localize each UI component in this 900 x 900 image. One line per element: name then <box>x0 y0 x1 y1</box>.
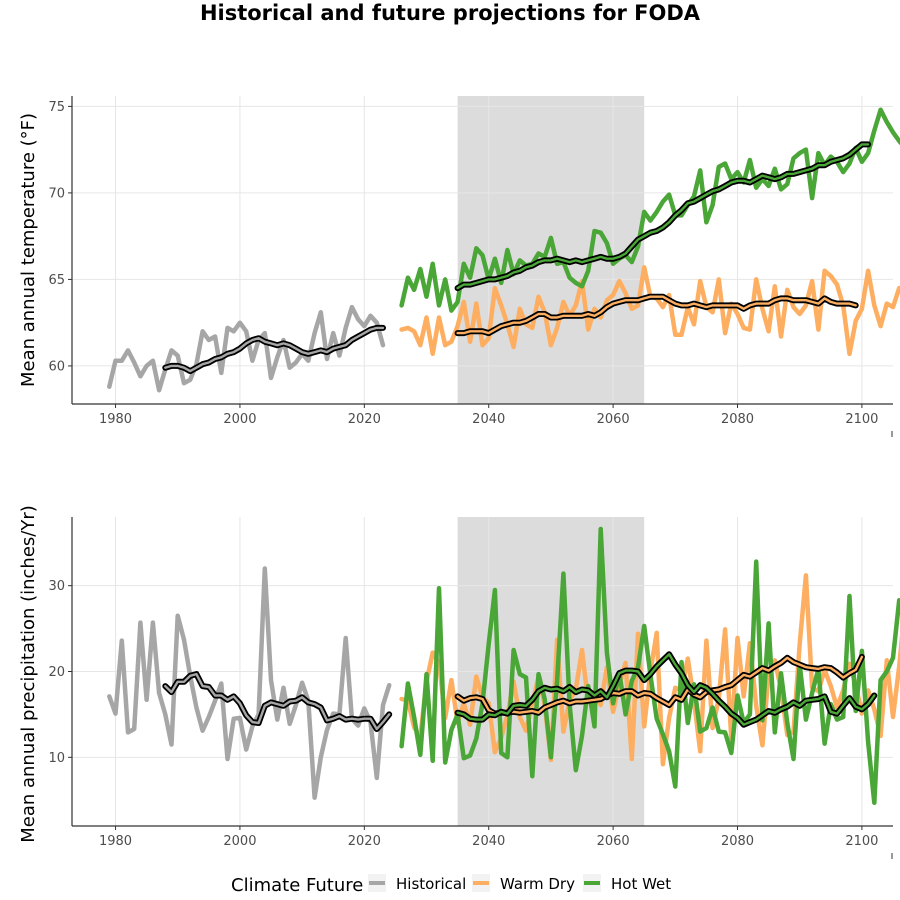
precipitation-x-tick-label: 2020 <box>348 834 381 849</box>
temperature-x-tick-label: 2100 <box>845 412 878 427</box>
legend: Climate Future Historical Warm Dry Hot W… <box>231 874 671 896</box>
precipitation-y-tick-label: 30 <box>48 579 65 594</box>
precipitation-x-tick-label: 2000 <box>223 834 256 849</box>
temperature-x-tick-label: 2040 <box>472 412 505 427</box>
temperature-y-tick-label: 60 <box>48 359 65 374</box>
precipitation-panel: Mean annual precipitation (inches/Yr) 19… <box>18 505 900 859</box>
temperature-panel: Mean annual temperature (°F) 1980 2000 202… <box>18 96 900 437</box>
legend-label-historical: Historical <box>396 875 466 893</box>
temperature-y-tick-label: 75 <box>48 100 65 115</box>
temperature-x-tick-label: 2000 <box>223 412 256 427</box>
precipitation-x-tick-label: 1980 <box>99 834 132 849</box>
precipitation-y-axis-title: Mean annual precipitation (inches/Yr) <box>18 505 39 843</box>
precipitation-x-tick-label: 2080 <box>721 834 754 849</box>
legend-label-warm-dry: Warm Dry <box>500 875 575 893</box>
temperature-y-tick-label: 70 <box>48 186 65 201</box>
precipitation-rolling-mean-hot-wet <box>456 653 876 726</box>
temperature-series-hot-wet <box>399 107 900 313</box>
temperature-x-tick-label: 1980 <box>99 412 132 427</box>
legend-title: Climate Future <box>231 875 363 896</box>
temperature-rolling-mean-warm-dry <box>456 295 857 335</box>
precipitation-rolling-mean-historical <box>164 672 391 731</box>
legend-label-hot-wet: Hot Wet <box>611 875 671 893</box>
temperature-x-tick-label: 2020 <box>348 412 381 427</box>
temperature-shaded-period <box>457 96 645 404</box>
precipitation-x-tick-label: 2040 <box>472 834 505 849</box>
precipitation-series-historical <box>107 566 392 800</box>
precipitation-rolling-mean-warm-dry <box>456 655 864 715</box>
precipitation-y-tick-label: 10 <box>48 751 65 766</box>
chart-title: Historical and future projections for FO… <box>200 1 701 25</box>
temperature-x-tick-label: 2060 <box>597 412 630 427</box>
temperature-rolling-mean-hot-wet <box>456 143 870 290</box>
precipitation-x-tick-label: 2100 <box>845 834 878 849</box>
temperature-rolling-mean-historical <box>164 326 385 373</box>
temperature-x-tick-label: 2080 <box>721 412 754 427</box>
temperature-y-tick-label: 65 <box>48 273 65 288</box>
temperature-y-axis-title: Mean annual temperature (°F) <box>18 113 39 387</box>
precipitation-x-tick-label: 2060 <box>597 834 630 849</box>
precipitation-y-tick-label: 20 <box>48 665 65 680</box>
